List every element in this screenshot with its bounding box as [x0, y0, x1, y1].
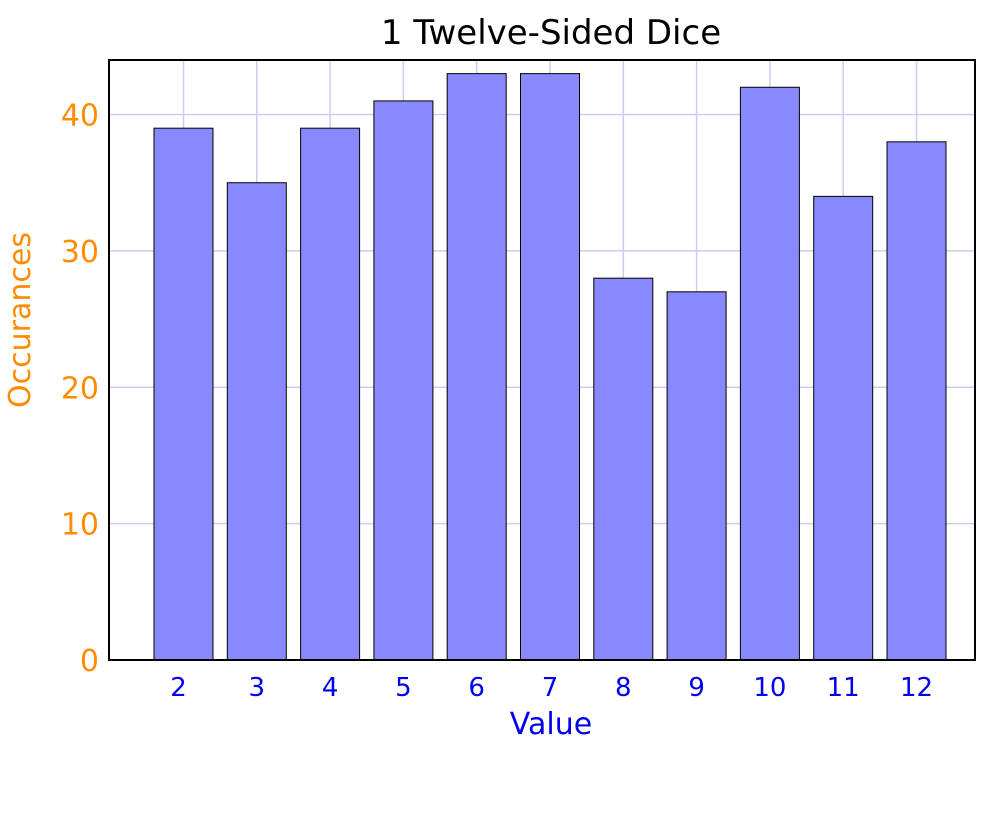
x-tick-label: 4: [322, 673, 339, 703]
y-tick-label: 40: [61, 99, 99, 134]
x-tick-label: 6: [468, 673, 485, 703]
x-tick-label: 12: [900, 673, 933, 703]
bar-8: [593, 277, 654, 661]
y-axis-label: Occurances: [3, 232, 38, 408]
bar-9: [666, 291, 727, 661]
x-tick-label: 2: [170, 673, 187, 703]
bar-2: [153, 127, 214, 661]
x-tick-label: 11: [827, 673, 860, 703]
x-tick-label: 10: [753, 673, 786, 703]
bars: [153, 73, 947, 661]
x-tick-label: 3: [249, 673, 266, 703]
x-axis-label: Value: [510, 707, 592, 742]
bar-4: [300, 127, 361, 661]
bar-12: [886, 141, 947, 661]
bar-3: [226, 182, 287, 661]
x-tick-label: 5: [395, 673, 412, 703]
x-tick-label: 7: [542, 673, 559, 703]
y-tick-label: 30: [61, 235, 99, 270]
y-tick-label: 20: [61, 371, 99, 406]
y-tick-label: 10: [61, 508, 99, 543]
y-tick-label: 0: [80, 644, 99, 679]
x-tick-labels: 2 3 4 5 6 7 8 9 10 11 12: [170, 673, 933, 703]
plot-frame: [108, 59, 976, 661]
x-tick-label: 9: [688, 673, 705, 703]
bar-6: [446, 73, 507, 661]
bar-10: [739, 86, 800, 661]
chart-title: 1 Twelve-Sided Dice: [381, 13, 721, 53]
y-tick-labels: 0 10 20 30 40: [61, 99, 99, 679]
x-tick-label: 8: [615, 673, 632, 703]
bar-7: [520, 73, 580, 661]
bar-11: [813, 195, 874, 661]
bar-5: [373, 100, 434, 661]
